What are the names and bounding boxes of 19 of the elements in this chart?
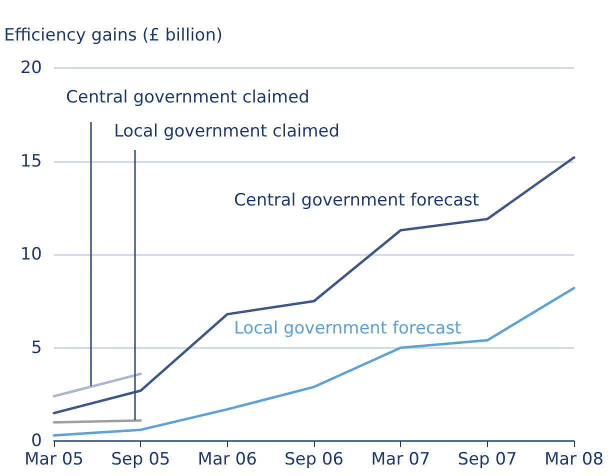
x-tick-label: Sep 05 [111,450,170,470]
series-label: Central government forecast [234,190,480,210]
x-tick-label: Sep 06 [284,450,344,470]
line-series [52,156,576,414]
y-tick-label: 10 [20,244,42,264]
series-label: Local government forecast [234,318,462,338]
x-tick-label: Sep 07 [458,450,517,470]
y-tick-label: 20 [20,58,42,78]
text: Central government claimed [66,88,310,108]
x-tick-label: Mar 05 [24,450,84,470]
y-axis-title: Efficiency gains (£ billion) [4,26,223,46]
text: Local government claimed [114,122,340,142]
x-tick-label: Mar 06 [198,450,257,470]
y-tick-label: 0 [31,431,42,451]
line-series [52,286,576,437]
x-tick-label: Mar 08 [544,450,604,470]
y-tick-label: 15 [20,151,42,172]
y-tick-label: 5 [31,338,42,358]
x-tick-label: Mar 07 [371,450,430,470]
